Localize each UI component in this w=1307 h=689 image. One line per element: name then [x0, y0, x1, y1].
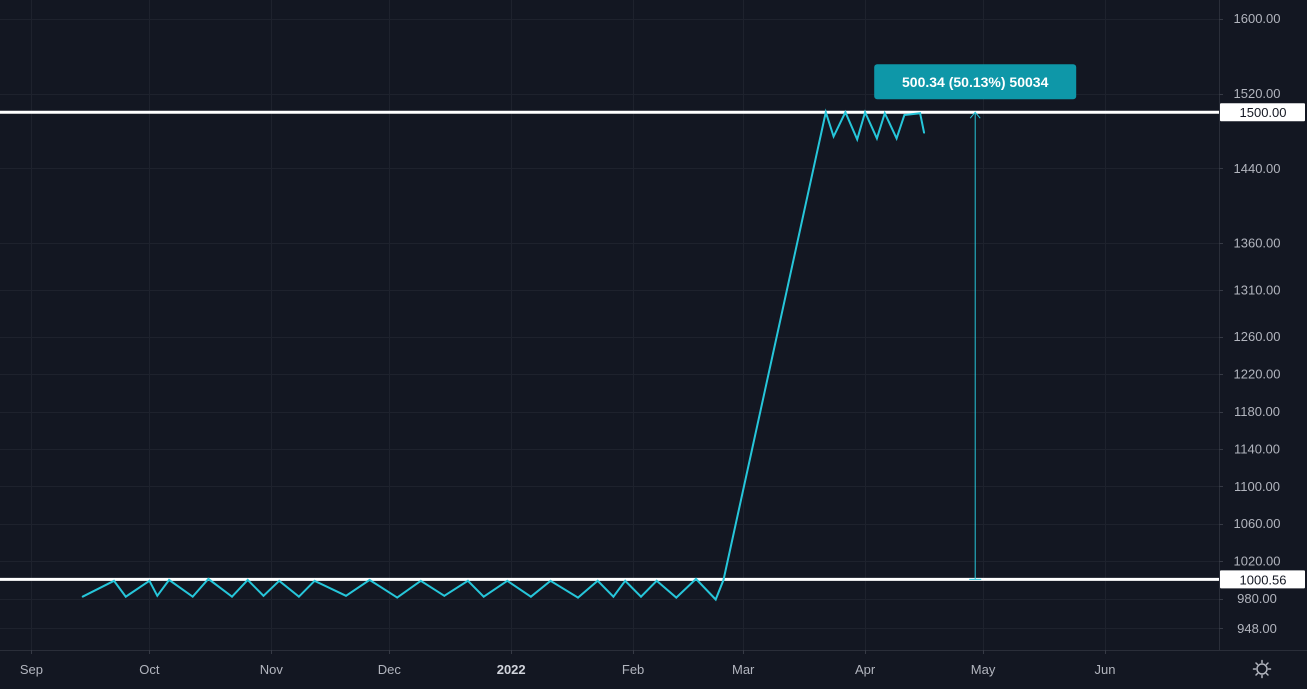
x-tick-label: Mar — [732, 662, 755, 677]
data-point — [612, 595, 615, 598]
horizontal-lines[interactable]: 1500.00 1000.56 — [0, 103, 1305, 589]
y-tick-label: 1100.00 — [1234, 479, 1280, 494]
y-tick-label: 1060.00 — [1234, 516, 1281, 531]
y-tick-label: 1180.00 — [1234, 404, 1280, 419]
settings-gear-icon[interactable] — [1252, 659, 1272, 679]
data-point — [530, 595, 532, 598]
x-tick-label: Jun — [1094, 662, 1115, 677]
data-point — [895, 137, 898, 140]
price-label-box — [1220, 570, 1305, 589]
price-label: 1000.56 — [1240, 572, 1287, 587]
data-point — [81, 595, 84, 598]
data-point — [714, 598, 717, 601]
data-point — [313, 579, 316, 582]
x-tick-label: Nov — [260, 662, 284, 677]
x-tick-label: Apr — [855, 662, 876, 677]
data-point — [856, 138, 859, 141]
measure-label: 500.34 (50.13%) 50034 — [902, 74, 1049, 90]
measure-tool[interactable]: 500.34 (50.13%) 50034 — [874, 64, 1077, 580]
data-point — [675, 596, 678, 599]
data-point — [113, 579, 115, 582]
data-point — [246, 579, 249, 581]
data-point — [148, 579, 151, 582]
time-axis[interactable]: Sep Oct Nov Dec 2022 Feb Mar Apr May Jun — [20, 650, 1116, 677]
data-point — [231, 595, 233, 598]
data-point — [903, 114, 906, 116]
y-tick-label: 1220.00 — [1234, 367, 1281, 382]
data-point — [396, 596, 399, 599]
data-point — [345, 594, 347, 597]
x-tick-label: 2022 — [497, 662, 526, 677]
y-tick-label: 1260.00 — [1234, 329, 1281, 344]
data-point — [695, 578, 697, 580]
data-point — [368, 579, 371, 581]
x-tick-label: May — [971, 662, 996, 677]
data-point — [919, 112, 921, 115]
data-point — [549, 579, 552, 582]
measure-label-box[interactable] — [874, 64, 1077, 100]
data-point — [832, 135, 835, 138]
data-point — [482, 595, 485, 598]
data-point — [124, 595, 127, 598]
data-point — [168, 579, 171, 581]
data-point — [655, 579, 658, 582]
y-tick-label: 1440.00 — [1234, 161, 1281, 176]
y-tick-label: 1600.00 — [1234, 11, 1281, 26]
data-point — [883, 112, 886, 115]
data-point — [722, 579, 725, 581]
y-tick-label: 1020.00 — [1234, 554, 1281, 569]
x-tick-label: Dec — [378, 662, 402, 677]
x-tick-label: Oct — [139, 662, 160, 677]
data-point — [596, 579, 599, 582]
data-point — [824, 111, 827, 114]
y-tick-label: 1310.00 — [1234, 282, 1281, 297]
data-point — [876, 137, 878, 140]
data-point — [443, 594, 446, 597]
data-point — [207, 578, 210, 580]
data-point — [419, 579, 422, 582]
x-tick-label: Sep — [20, 662, 43, 677]
data-point — [278, 579, 281, 582]
data-point — [624, 579, 627, 582]
data-point — [577, 596, 579, 599]
data-point — [191, 595, 194, 598]
data-point — [156, 594, 159, 597]
y-tick-label: 980.00 — [1237, 591, 1277, 606]
price-axis[interactable]: 1600.00 1520.00 1440.00 1360.00 1310.00 1260.… — [1219, 11, 1281, 636]
price-label: 1500.00 — [1240, 105, 1287, 120]
price-label-box — [1220, 103, 1305, 122]
data-point — [262, 594, 265, 597]
measure-arrow-icon — [969, 111, 981, 119]
data-point — [506, 579, 509, 582]
grid — [0, 0, 1219, 650]
data-point — [864, 111, 866, 114]
y-tick-label: 948.00 — [1237, 621, 1277, 636]
y-tick-label: 1520.00 — [1234, 86, 1281, 101]
series-layer — [81, 108, 926, 602]
y-tick-label: 1140.00 — [1234, 441, 1280, 456]
data-point — [640, 595, 642, 598]
data-point — [467, 579, 469, 582]
x-tick-label: Feb — [622, 662, 644, 677]
data-point — [298, 595, 300, 598]
data-point — [923, 131, 925, 134]
y-tick-label: 1360.00 — [1234, 236, 1281, 251]
data-point — [844, 111, 847, 114]
